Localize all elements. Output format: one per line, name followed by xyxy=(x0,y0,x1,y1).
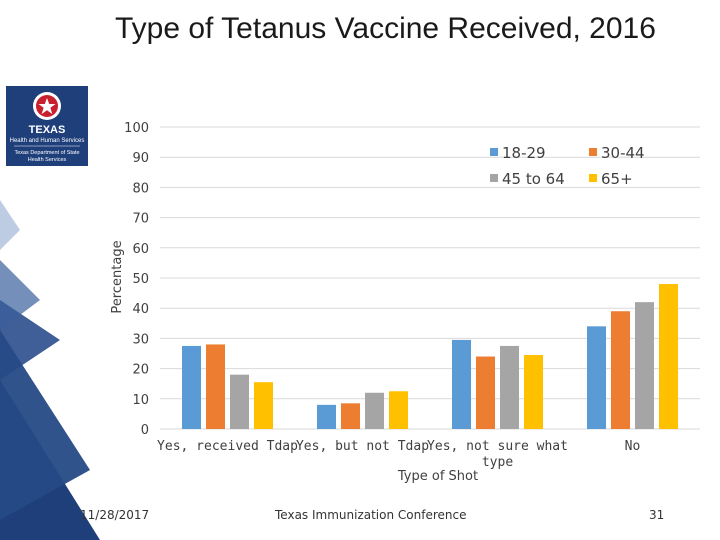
y-tick-label: 50 xyxy=(132,272,149,287)
bar xyxy=(452,339,471,429)
bar xyxy=(254,382,273,429)
y-tick-label: 60 xyxy=(132,242,149,257)
y-axis-label: Percentage xyxy=(110,240,125,313)
legend-swatch-2 xyxy=(589,147,597,156)
legend-item-2: 30-44 xyxy=(589,144,645,162)
bar xyxy=(500,345,519,429)
bar xyxy=(341,403,360,429)
y-tick-label: 0 xyxy=(141,423,149,438)
y-tick-label: 30 xyxy=(132,332,149,347)
legend-swatch-3 xyxy=(490,173,498,182)
bar xyxy=(317,404,336,429)
legend-label-1: 18-29 xyxy=(502,144,546,162)
footer-page-number: 31 xyxy=(649,508,665,522)
legend-item-1: 18-29 xyxy=(490,144,546,162)
logo-org: TEXAS xyxy=(29,124,66,136)
logo-dept-line1: Texas Department of State xyxy=(14,150,79,156)
x-tick-label: Yes, received Tdap xyxy=(157,439,298,454)
y-tick-label: 100 xyxy=(124,121,149,136)
bar xyxy=(659,284,678,429)
legend-item-4: 65+ xyxy=(589,170,633,188)
x-axis-label: Type of Shot xyxy=(397,469,478,484)
bar xyxy=(389,391,408,429)
x-tick-label: No xyxy=(625,439,641,454)
bar xyxy=(182,345,201,429)
bar xyxy=(365,392,384,429)
y-tick-label: 90 xyxy=(132,151,149,166)
bar xyxy=(611,311,630,429)
legend-item-3: 45 to 64 xyxy=(490,170,565,188)
bars xyxy=(182,284,678,429)
legend-swatch-1 xyxy=(490,147,498,156)
bar xyxy=(206,344,225,429)
legend-label-3: 45 to 64 xyxy=(502,170,565,188)
x-tick-label: Yes, but not Tdap xyxy=(296,439,429,454)
y-tick-label: 20 xyxy=(132,363,149,378)
y-tick-label: 70 xyxy=(132,212,149,227)
y-tick-labels: 0 10 20 30 40 50 60 70 80 90 100 xyxy=(124,121,149,438)
y-tick-label: 80 xyxy=(132,181,149,196)
legend-swatch-4 xyxy=(589,173,597,182)
x-tick-label: Yes, not sure what type xyxy=(427,439,568,470)
gridlines xyxy=(160,126,700,430)
bar xyxy=(230,374,249,429)
bar xyxy=(635,302,654,429)
bar xyxy=(587,326,606,429)
slide-title: Type of Tetanus Vaccine Received, 2016 xyxy=(115,12,656,45)
logo-dept-line2: Health Services xyxy=(28,157,67,163)
footer-conference: Texas Immunization Conference xyxy=(275,508,467,522)
texas-hhs-logo: TEXAS Health and Human Services Texas De… xyxy=(6,86,88,166)
y-tick-label: 40 xyxy=(132,302,149,317)
footer-date: 11/28/2017 xyxy=(80,508,150,522)
legend-label-2: 30-44 xyxy=(601,144,645,162)
legend-label-4: 65+ xyxy=(601,170,633,188)
bar xyxy=(524,355,543,429)
logo-org-sub: Health and Human Services xyxy=(10,138,85,144)
bar xyxy=(476,356,495,429)
y-tick-label: 10 xyxy=(132,393,149,408)
